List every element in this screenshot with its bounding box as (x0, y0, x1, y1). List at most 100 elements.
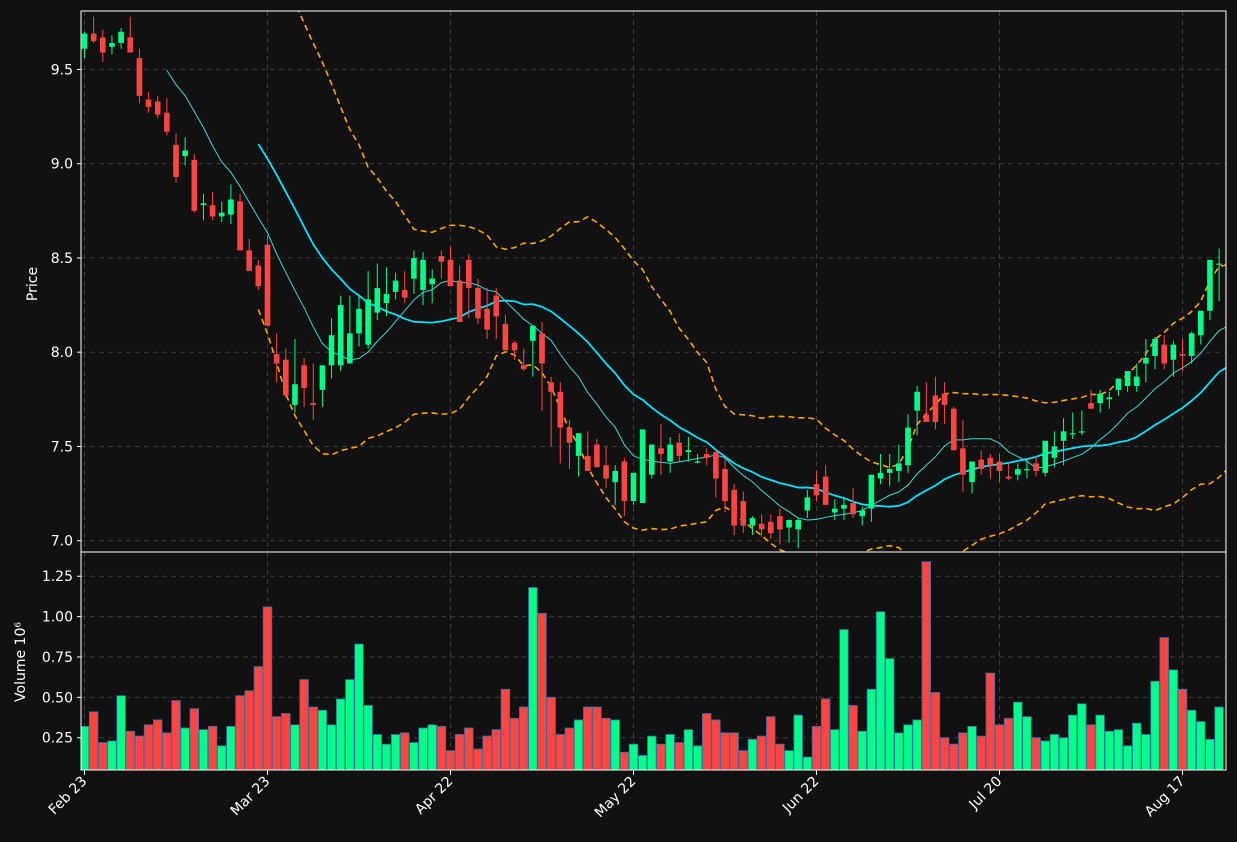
volume-bar (1058, 737, 1069, 770)
candle-body (81, 33, 88, 49)
volume-bar (1168, 669, 1179, 770)
candle-body (667, 444, 673, 462)
candle-body (1179, 354, 1186, 356)
volume-panel: 0.25 0.50 0.75 1.00 1.25 (42, 551, 1227, 771)
candle-body (127, 37, 134, 53)
volume-bar (949, 743, 959, 770)
candle-body (731, 489, 737, 526)
candle-body (722, 469, 728, 502)
volume-bar (1177, 688, 1188, 770)
volume-bar (692, 745, 703, 770)
volume-bar (125, 730, 135, 770)
candle-body (1161, 344, 1167, 364)
candle-body (923, 414, 930, 422)
candle-body (594, 444, 600, 468)
volume-bar (820, 698, 831, 770)
volume-bar (637, 755, 648, 770)
volume-bar (326, 724, 337, 770)
candle-body (914, 391, 920, 411)
volume-bar (98, 742, 108, 770)
candle-body (960, 448, 966, 475)
candle-body (401, 289, 408, 298)
volume-bar (1214, 706, 1224, 770)
volume-bar (491, 729, 501, 770)
candle-body (639, 429, 646, 503)
volume-bar (372, 734, 383, 770)
candle-body (548, 382, 554, 392)
volume-bar (180, 727, 190, 770)
volume-bar (381, 743, 392, 770)
volume-bar (702, 713, 712, 770)
candle-body (1106, 397, 1113, 400)
volume-bar (152, 719, 163, 770)
volume-bar (1141, 734, 1151, 770)
volume-bar (482, 735, 492, 770)
candle-body (1143, 357, 1149, 364)
candle-body (484, 308, 490, 330)
candle-body (392, 280, 399, 292)
volume-bar (1095, 714, 1105, 770)
volume-bar (308, 706, 318, 770)
volume-panel-frame (80, 551, 1227, 771)
mav-20-line (257, 143, 1226, 508)
volume-bar (418, 727, 428, 770)
volume-bar (830, 729, 840, 770)
volume-bar (683, 729, 694, 770)
candle-body (502, 323, 509, 351)
volume-axis-label: Volume 10⁶ (13, 622, 29, 702)
candle-body (804, 497, 811, 511)
volume-bar (198, 729, 209, 770)
candle-body (209, 205, 216, 217)
volume-bar (976, 735, 986, 770)
volume-bar (647, 735, 657, 770)
volume-bar (656, 743, 666, 770)
volume-bar (1150, 680, 1160, 770)
candle-body (511, 342, 518, 351)
candle-body (612, 470, 618, 483)
volume-bar (756, 735, 767, 770)
price-tick-label: 8.0 (51, 345, 73, 361)
volume-bar (601, 717, 611, 770)
candle-body (447, 259, 454, 287)
volume-bar (271, 716, 282, 770)
volume-bar (454, 734, 465, 770)
candle-body (264, 244, 271, 326)
price-tick-label: 9.5 (51, 62, 73, 78)
candle-body (758, 523, 765, 530)
candle-body (584, 455, 591, 471)
volume-bar (912, 719, 922, 770)
candle-body (932, 395, 939, 422)
candle-body (850, 502, 856, 515)
candle-body (365, 299, 371, 345)
volume-bar (473, 748, 483, 770)
volume-axis-label-text: Volume 10⁶ (13, 622, 29, 702)
candles-layer (81, 16, 1226, 549)
volume-bar (335, 698, 346, 770)
candle-body (383, 293, 390, 304)
volume-bar (1049, 734, 1060, 770)
candle-body (255, 265, 262, 287)
volume-bar (628, 743, 639, 770)
volume-bar (1159, 637, 1169, 770)
volume-bar (619, 751, 630, 770)
candle-body (438, 256, 445, 262)
volume-bar (235, 695, 245, 770)
candle-body (1188, 333, 1195, 356)
candle-body (841, 504, 847, 509)
candle-body (868, 474, 875, 509)
candle-body (283, 359, 289, 396)
candle-body (246, 250, 252, 272)
candle-body (996, 461, 1003, 471)
volume-tick-label: 1.00 (42, 610, 73, 626)
candle-body (822, 476, 829, 505)
candle-body (575, 433, 582, 456)
candle-body (429, 278, 435, 285)
candle-body (557, 391, 564, 428)
volume-bar (390, 734, 401, 770)
volume-bar (1040, 740, 1050, 770)
price-panel: 7.0 7.5 8.0 8.5 9.0 9.5 (51, 10, 1227, 553)
candle-body (310, 403, 317, 405)
volume-bar (244, 690, 254, 770)
candle-body (1060, 431, 1067, 441)
volume-bar (839, 629, 849, 770)
